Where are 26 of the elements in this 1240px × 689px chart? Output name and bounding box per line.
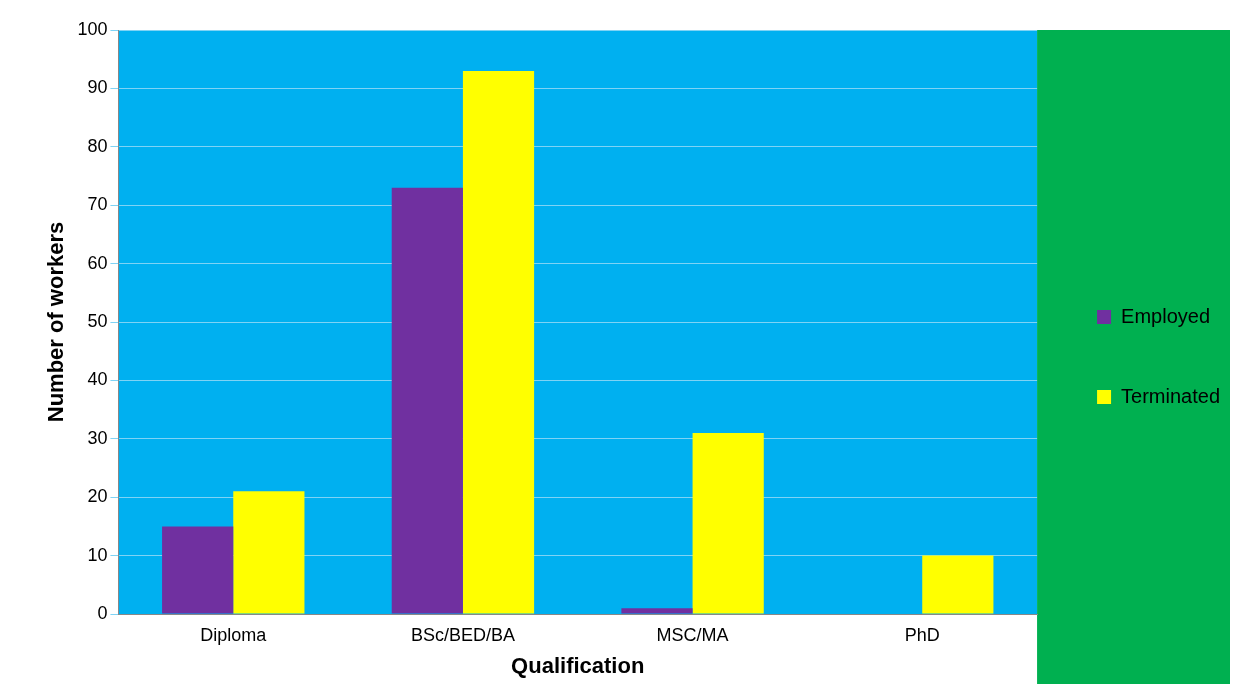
- y-tick-label: 60: [87, 252, 108, 273]
- y-tick-label: 70: [87, 194, 108, 215]
- legend-label: Employed: [1121, 304, 1210, 327]
- y-tick-label: 40: [87, 369, 108, 390]
- bar: [621, 608, 693, 614]
- y-tick-label: 20: [87, 486, 108, 507]
- legend-label: Terminated: [1121, 384, 1220, 407]
- y-tick-label: 0: [97, 602, 108, 623]
- x-tick-label: PhD: [904, 624, 940, 645]
- y-axis-title: Number of workers: [43, 221, 69, 423]
- y-tick-label: 80: [87, 135, 108, 156]
- x-tick-label: BSc/BED/BA: [410, 624, 515, 645]
- bar: [233, 491, 305, 614]
- x-axis-title: Qualification: [511, 652, 645, 678]
- bar: [462, 70, 535, 614]
- y-tick-label: 90: [87, 77, 108, 98]
- y-tick-label: 30: [87, 427, 108, 448]
- bar: [922, 555, 994, 614]
- y-tick-label: 100: [77, 18, 108, 39]
- bar: [162, 526, 234, 614]
- y-tick-label: 50: [87, 310, 108, 331]
- x-tick-label: MSC/MA: [656, 624, 729, 645]
- bar: [692, 432, 764, 614]
- y-tick-label: 10: [87, 544, 108, 565]
- x-tick-label: Diploma: [200, 624, 268, 645]
- bar: [391, 187, 463, 614]
